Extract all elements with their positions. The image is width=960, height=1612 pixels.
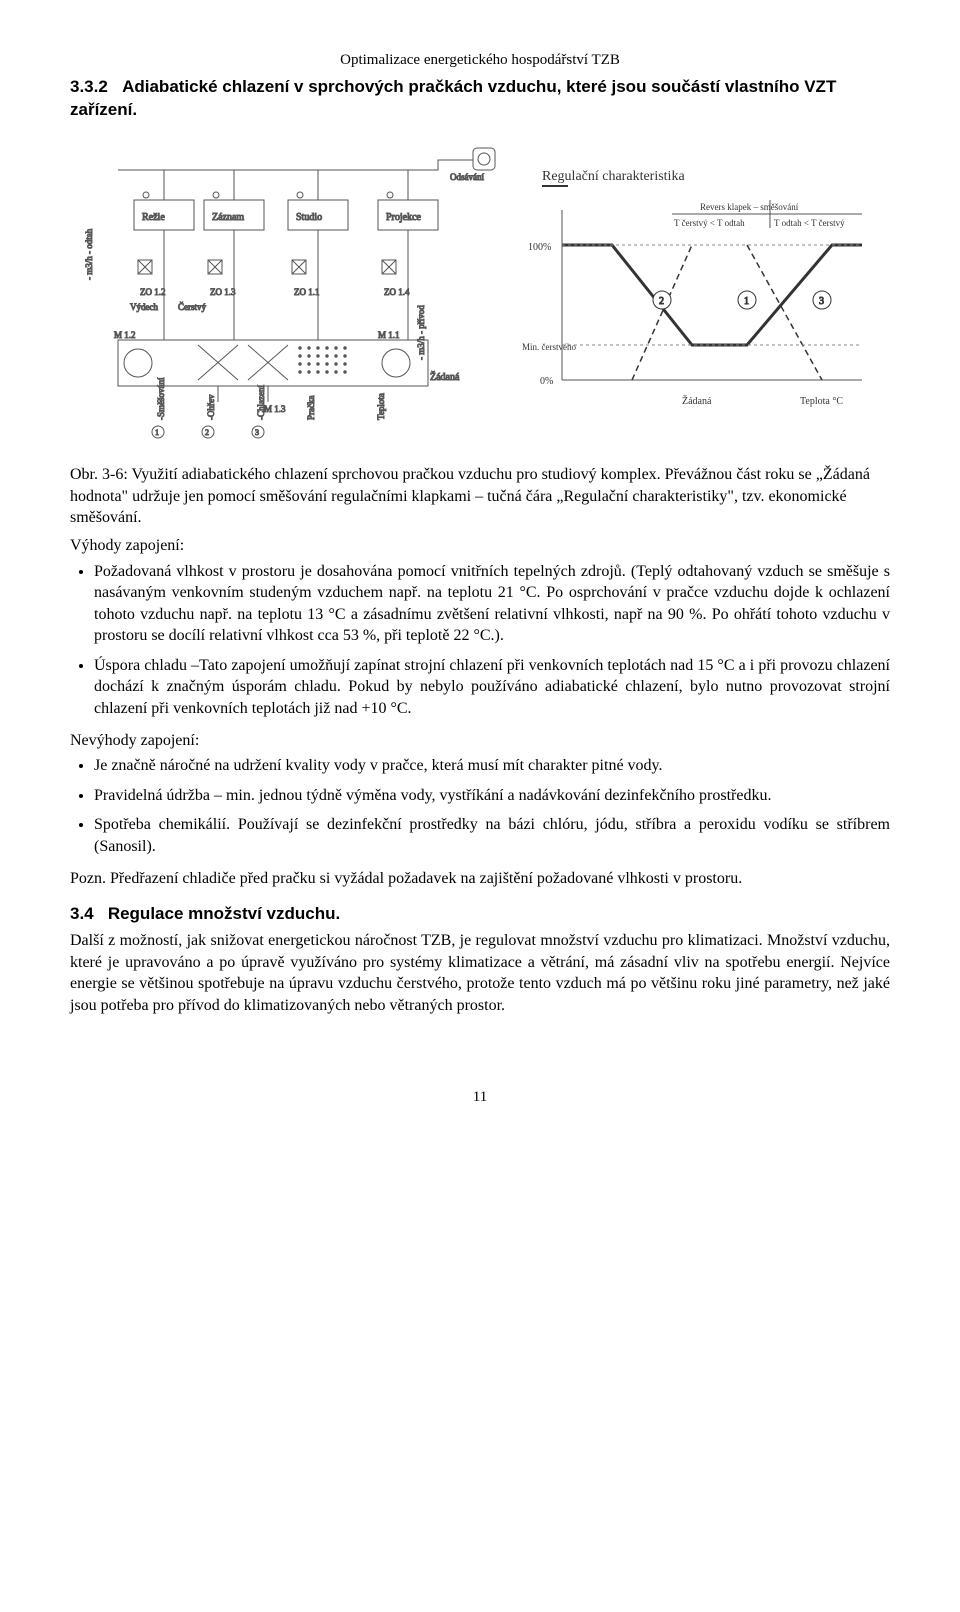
schematic-left: Odsávání Režie Záznam Studio Projekce ZO 1.… [78,140,498,440]
svg-text:Min. čerstvého: Min. čerstvého [522,342,576,352]
list-item: Je značně náročné na udržení kvality vod… [94,755,890,777]
svg-text:Teplota °C: Teplota °C [800,396,843,407]
section-heading: 3.3.2 Adiabatické chlazení v sprchových … [70,76,890,122]
svg-text:ZO 1.3: ZO 1.3 [210,287,236,297]
running-head: Optimalizace energetického hospodářství … [70,50,890,70]
svg-text:3: 3 [255,428,259,437]
subsection-body: Další z možností, jak snižovat energetic… [70,930,890,1016]
svg-text:2: 2 [205,428,209,437]
svg-text:Revers klapek – směšování: Revers klapek – směšování [700,202,799,212]
list-item: Pravidelná údržba – min. jednou týdně vý… [94,785,890,807]
disadvantages-heading: Nevýhody zapojení: [70,730,890,752]
svg-text:M 1.3: M 1.3 [264,404,286,414]
list-item: Požadovaná vlhkost v prostoru je dosahov… [94,561,890,647]
svg-text:Záznam: Záznam [212,212,244,223]
subsection-heading: 3.4 Regulace množství vzduchu. [70,903,890,926]
figure-caption: Obr. 3-6: Využití adiabatického chlazení… [70,464,890,529]
svg-text:2: 2 [659,296,664,307]
schematic-right: Regulační charakteristika Revers klapek … [522,140,882,440]
svg-text:T čerstvý < T odtah: T čerstvý < T odtah [674,218,745,228]
svg-text:0%: 0% [540,376,553,387]
svg-text:- m3/h - odtah: - m3/h - odtah [84,228,94,280]
svg-text:3: 3 [819,296,824,307]
page-number: 11 [70,1087,890,1107]
svg-text:T odtah < T čerstvý: T odtah < T čerstvý [774,218,845,228]
subsection-number: 3.4 [70,904,94,923]
svg-text:Pračka: Pračka [306,396,316,421]
figure-3-6: Odsávání Režie Záznam Studio Projekce ZO 1.… [70,140,890,440]
svg-text:100%: 100% [528,242,551,253]
svg-text:ZO 1.4: ZO 1.4 [384,287,410,297]
svg-text:Studio: Studio [296,212,322,223]
note-paragraph: Pozn. Předřazení chladiče před pračku si… [70,868,890,890]
subsection-title: Regulace množství vzduchu. [108,904,340,923]
svg-text:Režie: Režie [142,212,165,223]
svg-text:-Směšování: -Směšování [156,377,166,420]
advantages-heading: Výhody zapojení: [70,535,890,557]
svg-text:Čerstvý: Čerstvý [178,302,206,312]
svg-text:ZO 1.2: ZO 1.2 [140,287,166,297]
svg-text:1: 1 [744,296,749,307]
advantages-list: Požadovaná vlhkost v prostoru je dosahov… [70,561,890,720]
svg-text:-Ohřev: -Ohřev [206,394,216,420]
svg-text:M 1.2: M 1.2 [114,330,136,340]
svg-text:Projekce: Projekce [386,212,422,223]
svg-text:ZO 1.1: ZO 1.1 [294,287,320,297]
list-item: Úspora chladu –Tato zapojení umožňují za… [94,655,890,720]
svg-text:Žádaná: Žádaná [430,371,460,383]
svg-text:Výdech: Výdech [130,302,158,312]
chart-title: Regulační charakteristika [542,169,685,184]
section-title: Adiabatické chlazení v sprchových pračká… [70,77,836,119]
svg-text:-Chlazení: -Chlazení [256,385,266,420]
svg-text:M 1.1: M 1.1 [378,330,400,340]
svg-text:Teplota: Teplota [376,393,386,420]
svg-text:- m3/h - přívod: - m3/h - přívod [416,305,426,360]
svg-text:1: 1 [155,428,159,437]
disadvantages-list: Je značně náročné na udržení kvality vod… [70,755,890,857]
list-item: Spotřeba chemikálií. Používají se dezinf… [94,814,890,857]
odsavani-label: Odsávání [450,172,484,182]
svg-text:Žádaná: Žádaná [682,395,712,407]
section-number: 3.3.2 [70,76,118,99]
